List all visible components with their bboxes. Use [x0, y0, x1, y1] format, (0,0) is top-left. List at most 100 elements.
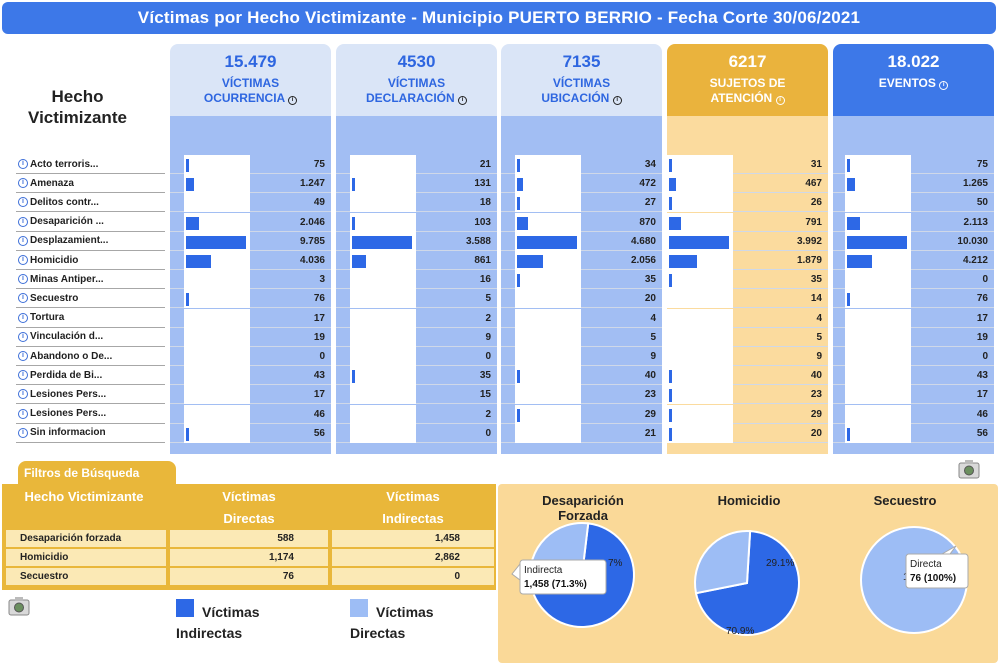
table-cell[interactable]: 3	[170, 270, 331, 290]
table-cell[interactable]: 0	[833, 347, 994, 366]
table-cell[interactable]: 29	[667, 404, 828, 424]
table-cell[interactable]: 9	[501, 347, 662, 366]
table-cell[interactable]: 472	[501, 174, 662, 194]
table-cell[interactable]: 26	[667, 193, 828, 213]
table-cell[interactable]: 861	[336, 251, 497, 270]
row-label[interactable]: i Secuestro	[16, 289, 165, 309]
table-cell[interactable]: 20	[667, 423, 828, 443]
table-cell[interactable]: 19	[170, 327, 331, 347]
table-cell[interactable]: 27	[501, 193, 662, 213]
info-icon[interactable]: i	[775, 96, 785, 105]
table-cell[interactable]: 1.879	[667, 251, 828, 270]
table-cell[interactable]: 2	[336, 308, 497, 328]
table-cell[interactable]: 0	[336, 423, 497, 443]
table-cell[interactable]: 43	[833, 366, 994, 386]
row-label[interactable]: i Delitos contr...	[16, 193, 165, 213]
filter-cell-hecho[interactable]: Homicidio	[6, 549, 166, 566]
table-cell[interactable]: 1.247	[170, 174, 331, 194]
info-icon[interactable]: i	[18, 389, 28, 400]
row-label[interactable]: i Amenaza	[16, 174, 165, 194]
table-cell[interactable]: 76	[170, 289, 331, 309]
table-cell[interactable]: 9	[336, 327, 497, 347]
table-cell[interactable]: 31	[667, 155, 828, 174]
info-icon[interactable]: i	[939, 81, 949, 90]
table-cell[interactable]: 19	[833, 327, 994, 347]
table-cell[interactable]: 16	[336, 270, 497, 290]
table-cell[interactable]: 2.113	[833, 212, 994, 232]
info-icon[interactable]: i	[18, 331, 28, 342]
info-icon[interactable]: i	[18, 293, 28, 304]
info-icon[interactable]: i	[612, 96, 622, 105]
table-cell[interactable]: 49	[170, 193, 331, 213]
table-cell[interactable]: 50	[833, 193, 994, 213]
table-cell[interactable]: 17	[170, 308, 331, 328]
table-cell[interactable]: 29	[501, 404, 662, 424]
table-cell[interactable]: 17	[170, 385, 331, 405]
table-cell[interactable]: 20	[501, 289, 662, 309]
table-cell[interactable]: 46	[833, 404, 994, 424]
table-cell[interactable]: 10.030	[833, 231, 994, 251]
filters-tab[interactable]: Filtros de Búsqueda	[18, 461, 176, 485]
table-cell[interactable]: 46	[170, 404, 331, 424]
info-icon[interactable]: i	[18, 197, 28, 208]
info-icon[interactable]: i	[18, 255, 28, 265]
row-label[interactable]: i Perdida de Bi...	[16, 366, 165, 386]
table-cell[interactable]: 1.265	[833, 174, 994, 194]
table-cell[interactable]: 40	[667, 366, 828, 386]
table-cell[interactable]: 5	[501, 327, 662, 347]
info-icon[interactable]: i	[18, 408, 28, 419]
table-cell[interactable]: 17	[833, 385, 994, 405]
info-icon[interactable]: i	[18, 274, 28, 285]
table-cell[interactable]: 2.056	[501, 251, 662, 270]
info-icon[interactable]: i	[18, 235, 28, 246]
info-icon[interactable]: i	[18, 216, 28, 227]
camera-icon[interactable]	[958, 459, 980, 479]
row-label[interactable]: i Abandono o De...	[16, 347, 165, 366]
table-cell[interactable]: 467	[667, 174, 828, 194]
table-cell[interactable]: 2.046	[170, 212, 331, 232]
table-cell[interactable]: 23	[667, 385, 828, 405]
table-cell[interactable]: 3.992	[667, 231, 828, 251]
table-cell[interactable]: 35	[667, 270, 828, 290]
table-cell[interactable]: 4	[667, 308, 828, 328]
table-cell[interactable]: 0	[833, 270, 994, 290]
table-cell[interactable]: 14	[667, 289, 828, 309]
info-icon[interactable]: i	[288, 96, 298, 105]
info-icon[interactable]: i	[458, 96, 467, 105]
table-cell[interactable]: 870	[501, 212, 662, 232]
table-cell[interactable]: 34	[501, 155, 662, 174]
table-cell[interactable]: 35	[501, 270, 662, 290]
table-cell[interactable]: 103	[336, 212, 497, 232]
table-cell[interactable]: 35	[336, 366, 497, 386]
table-cell[interactable]: 18	[336, 193, 497, 213]
row-label[interactable]: i Minas Antiper...	[16, 270, 165, 290]
filter-cell-hecho[interactable]: Secuestro	[6, 568, 166, 585]
table-cell[interactable]: 21	[336, 155, 497, 174]
info-icon[interactable]: i	[18, 427, 28, 438]
table-cell[interactable]: 21	[501, 423, 662, 443]
table-cell[interactable]: 5	[667, 327, 828, 347]
table-cell[interactable]: 9	[667, 347, 828, 366]
row-label[interactable]: i Acto terroris...	[16, 155, 165, 174]
info-icon[interactable]: i	[18, 159, 28, 169]
info-icon[interactable]: i	[18, 351, 28, 361]
info-icon[interactable]: i	[18, 370, 28, 381]
table-cell[interactable]: 23	[501, 385, 662, 405]
table-cell[interactable]: 4.680	[501, 231, 662, 251]
table-cell[interactable]: 75	[170, 155, 331, 174]
table-cell[interactable]: 5	[336, 289, 497, 309]
table-cell[interactable]: 56	[833, 423, 994, 443]
row-label[interactable]: i Vinculación d...	[16, 328, 165, 347]
row-label[interactable]: i Desplazamient...	[16, 232, 165, 251]
row-label[interactable]: i Desaparición ...	[16, 213, 165, 232]
table-cell[interactable]: 791	[667, 212, 828, 232]
table-cell[interactable]: 43	[170, 366, 331, 386]
table-cell[interactable]: 3.588	[336, 231, 497, 251]
row-label[interactable]: i Tortura	[16, 309, 165, 328]
row-label[interactable]: i Lesiones Pers...	[16, 385, 165, 405]
table-cell[interactable]: 9.785	[170, 231, 331, 251]
table-cell[interactable]: 15	[336, 385, 497, 405]
camera-icon[interactable]	[8, 596, 30, 616]
info-icon[interactable]: i	[18, 312, 28, 323]
table-cell[interactable]: 0	[170, 347, 331, 366]
